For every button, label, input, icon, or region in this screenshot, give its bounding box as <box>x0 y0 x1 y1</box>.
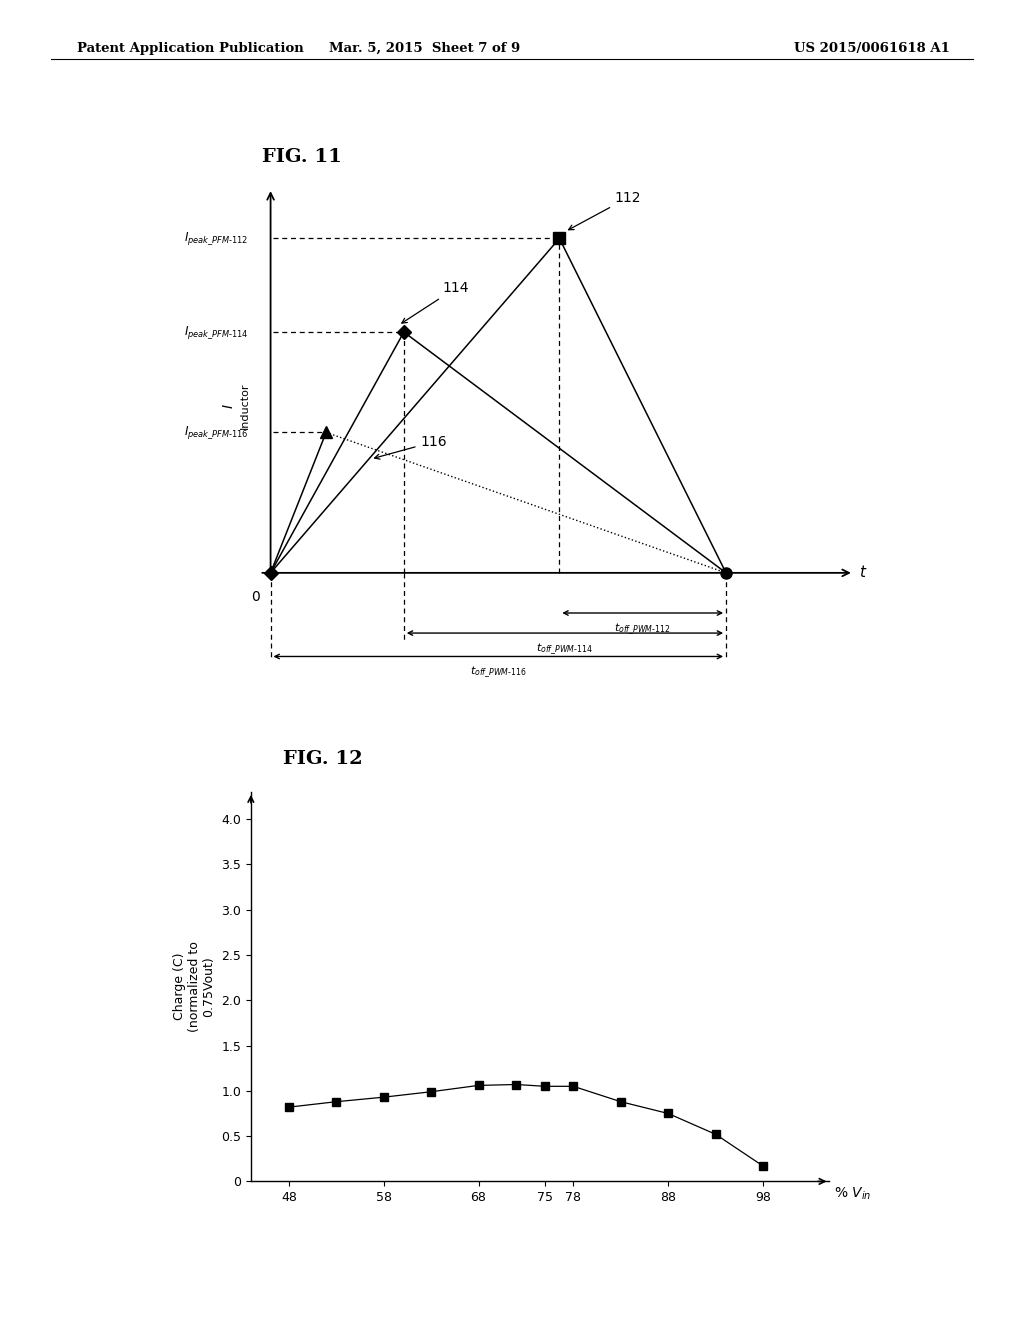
Text: $I_{peak\_PFM‑114}$: $I_{peak\_PFM‑114}$ <box>183 323 249 341</box>
Text: $t_{off\_PWM‑112}$: $t_{off\_PWM‑112}$ <box>614 622 671 636</box>
Text: US 2015/0061618 A1: US 2015/0061618 A1 <box>794 42 949 55</box>
Text: 0: 0 <box>251 590 259 603</box>
Text: FIG. 11: FIG. 11 <box>262 148 342 166</box>
Text: $t_{off\_PWM‑116}$: $t_{off\_PWM‑116}$ <box>470 665 526 680</box>
Text: % $V_{in}$: % $V_{in}$ <box>835 1185 871 1203</box>
Text: Inductor: Inductor <box>240 383 250 429</box>
Text: FIG. 12: FIG. 12 <box>283 750 362 768</box>
Text: $I_{peak\_PFM‑112}$: $I_{peak\_PFM‑112}$ <box>184 230 249 247</box>
Text: t: t <box>859 565 865 581</box>
Y-axis label: Charge (C)
(normalized to
0.75Vout): Charge (C) (normalized to 0.75Vout) <box>173 941 216 1032</box>
Text: $I_{peak\_PFM‑116}$: $I_{peak\_PFM‑116}$ <box>183 424 249 441</box>
Text: Patent Application Publication: Patent Application Publication <box>77 42 303 55</box>
Text: Mar. 5, 2015  Sheet 7 of 9: Mar. 5, 2015 Sheet 7 of 9 <box>330 42 520 55</box>
Text: $t_{off\_PWM‑114}$: $t_{off\_PWM‑114}$ <box>537 642 593 657</box>
Text: 112: 112 <box>568 190 641 230</box>
Text: 114: 114 <box>401 281 469 323</box>
Text: I: I <box>222 404 236 408</box>
Text: 116: 116 <box>375 434 447 459</box>
